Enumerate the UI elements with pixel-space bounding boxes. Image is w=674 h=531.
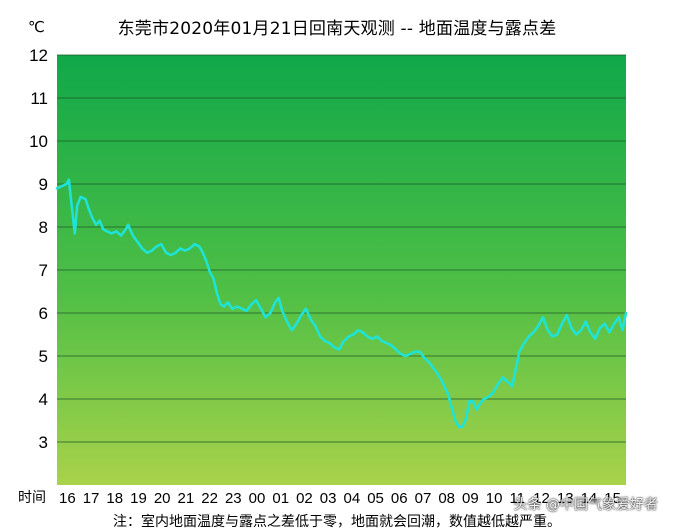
x-tick-label: 09 — [462, 490, 479, 507]
y-tick-label: 7 — [39, 261, 48, 280]
y-tick-label: 12 — [29, 46, 48, 65]
y-axis-unit-label: ℃ — [28, 18, 45, 36]
y-tick-label: 10 — [29, 132, 48, 151]
x-tick-labels: 16 17 18 19 20 21 22 23 00 01 02 03 04 05 06 07 08 09 10 11… — [59, 490, 621, 507]
x-tick-label: 05 — [367, 490, 384, 507]
x-tick-label: 07 — [415, 490, 432, 507]
x-axis-label: 时间 — [18, 490, 46, 506]
x-tick-label: 12 — [533, 490, 550, 507]
x-tick-label: 23 — [225, 490, 242, 507]
chart-title: 东莞市2020年01月21日回南天观测 -- 地面温度与露点差 — [117, 19, 557, 39]
series-layer — [55, 178, 628, 429]
x-tick-label: 16 — [59, 490, 76, 507]
x-tick-label: 10 — [486, 490, 503, 507]
x-tick-label: 14 — [581, 490, 598, 507]
y-tick-label: 5 — [39, 347, 48, 366]
y-tick-label: 3 — [39, 433, 48, 452]
footnote: 注：室内地面温度与露点之差低于零，地面就会回潮，数值越低越严重。 — [113, 514, 561, 530]
y-tick-label: 8 — [39, 218, 48, 237]
x-tick-label: 04 — [344, 490, 361, 507]
series-line — [55, 178, 628, 429]
x-tick-label: 21 — [178, 490, 195, 507]
gridlines — [57, 54, 626, 443]
x-tick-label: 15 — [604, 490, 621, 507]
y-tick-label: 9 — [39, 175, 48, 194]
x-tick-label: 00 — [249, 490, 266, 507]
y-tick-label: 6 — [39, 304, 48, 323]
y-tick-labels: 3 4 5 6 7 8 9 10 11 12 — [29, 46, 48, 452]
x-tick-label: 02 — [296, 490, 313, 507]
x-tick-label: 17 — [83, 490, 100, 507]
x-tick-label: 19 — [130, 490, 147, 507]
x-tick-label: 18 — [106, 490, 123, 507]
watermark-text: 头条 @中国气象爱好者 — [513, 497, 658, 513]
x-tick-label: 22 — [201, 490, 218, 507]
x-tick-label: 06 — [391, 490, 408, 507]
x-tick-label: 11 — [509, 490, 525, 507]
y-tick-label: 11 — [30, 89, 48, 108]
x-tick-label: 03 — [320, 490, 337, 507]
x-tick-label: 08 — [438, 490, 455, 507]
x-tick-label: 01 — [272, 490, 289, 507]
x-tick-label: 20 — [154, 490, 171, 507]
y-tick-label: 4 — [39, 390, 48, 409]
x-tick-label: 13 — [557, 490, 574, 507]
